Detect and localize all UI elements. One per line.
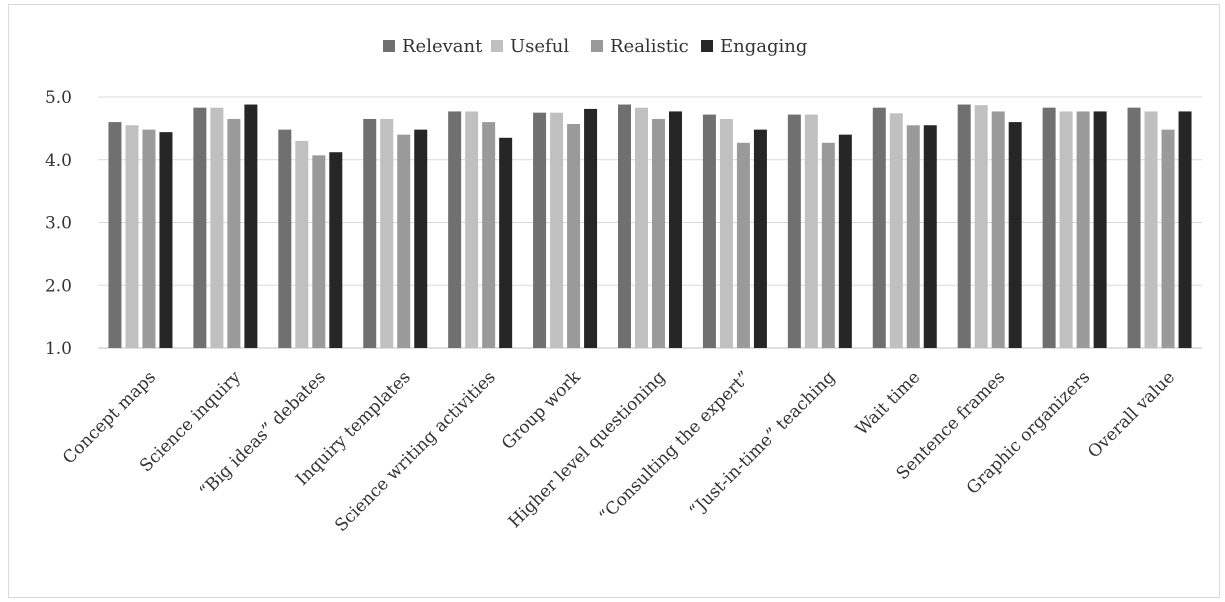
- x-tick-label: “Consulting the expert”: [595, 367, 754, 526]
- legend-swatch-relevant: [383, 40, 395, 52]
- x-tick-label: “Just-in-time” teaching: [686, 367, 840, 521]
- bar-realistic: [1076, 111, 1090, 349]
- bar-useful: [974, 105, 988, 348]
- bar-engaging: [159, 132, 173, 348]
- y-tick-label: 1.0: [45, 339, 72, 359]
- bar-useful: [380, 118, 394, 349]
- chart-frame: [8, 4, 1220, 598]
- bar-useful: [804, 114, 818, 348]
- bar-realistic: [312, 155, 326, 348]
- legend: Relevant Useful Realistic Engaging: [383, 36, 807, 57]
- bar-realistic: [736, 142, 750, 348]
- bar-relevant: [1042, 107, 1056, 348]
- bar-realistic: [142, 129, 156, 348]
- bar-engaging: [669, 111, 682, 349]
- x-tick-label: Overall value: [1084, 367, 1179, 462]
- legend-label-engaging: Engaging: [720, 36, 807, 57]
- bar-realistic: [397, 134, 411, 348]
- y-tick-label: 3.0: [45, 214, 72, 234]
- legend-label-relevant: Relevant: [402, 36, 483, 57]
- bar-engaging: [838, 134, 852, 348]
- bar-useful: [125, 125, 139, 348]
- bar-realistic: [821, 142, 835, 348]
- bar-realistic: [482, 122, 496, 348]
- y-tick-label: 2.0: [45, 276, 72, 296]
- bar-useful: [550, 112, 564, 348]
- bar-engaging: [1093, 111, 1107, 349]
- bar-useful: [465, 111, 479, 349]
- bar-useful: [719, 118, 733, 349]
- x-tick-label: Wait time: [852, 367, 924, 439]
- bar-realistic: [652, 118, 665, 349]
- bar-realistic: [567, 123, 581, 348]
- bar-engaging: [753, 129, 767, 348]
- bar-useful: [635, 107, 648, 348]
- bar-realistic: [906, 125, 920, 348]
- y-tick-label: 4.0: [45, 151, 72, 171]
- bar-relevant: [193, 107, 207, 348]
- bar-realistic: [227, 118, 241, 349]
- bar-engaging: [329, 152, 343, 348]
- bar-relevant: [787, 114, 801, 348]
- bar-relevant: [702, 114, 716, 348]
- bar-relevant: [533, 112, 547, 348]
- bar-engaging: [923, 125, 937, 348]
- bar-engaging: [244, 104, 258, 348]
- bar-relevant: [957, 104, 971, 348]
- bar-useful: [1059, 111, 1073, 349]
- bars: [108, 104, 1192, 349]
- legend-swatch-realistic: [591, 40, 603, 52]
- x-tick-label: Higher level questioning: [505, 367, 670, 532]
- bar-relevant: [448, 111, 462, 349]
- bar-realistic: [991, 111, 1005, 349]
- y-tick-label: 5.0: [45, 88, 72, 108]
- bar-useful: [889, 113, 903, 348]
- bar-relevant: [872, 107, 886, 348]
- bar-relevant: [108, 122, 122, 348]
- legend-label-useful: Useful: [510, 36, 569, 57]
- bar-useful: [295, 140, 309, 348]
- bar-realistic: [1161, 129, 1175, 348]
- bar-relevant: [278, 129, 292, 348]
- bar-engaging: [1178, 111, 1192, 349]
- bar-engaging: [584, 108, 598, 348]
- bar-relevant: [618, 104, 631, 348]
- gridlines: [98, 96, 1202, 349]
- bar-useful: [1144, 111, 1158, 349]
- bar-engaging: [499, 137, 513, 348]
- legend-swatch-engaging: [701, 40, 713, 52]
- bar-engaging: [414, 129, 428, 348]
- y-axis: 1.0 2.0 3.0 4.0 5.0: [45, 88, 72, 359]
- legend-swatch-useful: [491, 40, 503, 52]
- bar-engaging: [1008, 122, 1022, 348]
- bar-useful: [210, 107, 224, 348]
- x-tick-label: Group work: [498, 367, 585, 454]
- x-tick-label: Science writing activities: [331, 367, 499, 535]
- bar-relevant: [1127, 107, 1141, 348]
- legend-label-realistic: Realistic: [610, 36, 689, 57]
- bar-relevant: [363, 118, 377, 349]
